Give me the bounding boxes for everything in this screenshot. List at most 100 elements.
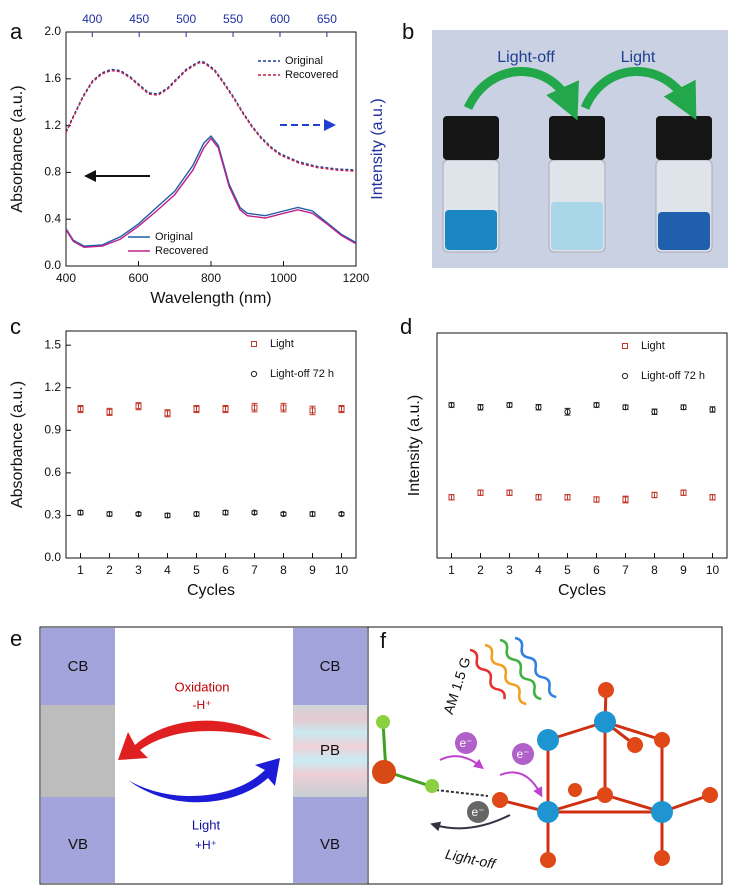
cap bbox=[656, 116, 712, 160]
marker bbox=[477, 404, 484, 411]
y-tick-label: 0.9 bbox=[44, 422, 61, 436]
legend-swatch bbox=[621, 372, 629, 380]
x-tick-label: 4 bbox=[164, 563, 171, 577]
chart: d 1 2 3 4 5 6 7 8 9 10 Cycles Intensity (a.u.) Light L… bbox=[400, 314, 728, 599]
marker bbox=[309, 510, 316, 518]
marker bbox=[709, 494, 716, 501]
marker bbox=[77, 509, 84, 516]
x-tick-label: 10 bbox=[335, 563, 349, 577]
y-tick-label: 1.5 bbox=[44, 337, 61, 351]
panel-label: f bbox=[380, 628, 387, 653]
band-label: VB bbox=[320, 836, 340, 853]
panel-label: d bbox=[400, 314, 412, 339]
chart: a 400 600 800 1000 1200 0.0 0.4 0.8 1.2 1.6 2.0 Wave… bbox=[9, 12, 386, 307]
legend-label: Light bbox=[641, 340, 665, 352]
x2-tick-label: 550 bbox=[223, 12, 243, 26]
x-tick-label: 8 bbox=[280, 563, 287, 577]
plot-frame bbox=[65, 330, 357, 559]
reaction-label: -H⁺ bbox=[193, 698, 212, 712]
marker bbox=[535, 494, 542, 501]
wave bbox=[514, 636, 557, 699]
y-tick-label: 1.2 bbox=[44, 380, 61, 394]
marker bbox=[338, 510, 345, 518]
marker bbox=[338, 406, 345, 413]
x-tick-label: 1 bbox=[448, 563, 455, 577]
marker bbox=[709, 406, 716, 413]
marker bbox=[564, 408, 571, 415]
marker bbox=[680, 489, 687, 496]
panel-label: a bbox=[10, 19, 23, 44]
arrow bbox=[580, 67, 697, 120]
y-tick-label: 0.0 bbox=[44, 258, 61, 272]
y-axis-label: Absorbance (a.u.) bbox=[9, 85, 26, 212]
band-label: CB bbox=[68, 658, 89, 675]
band bbox=[41, 628, 115, 705]
wave bbox=[484, 643, 527, 706]
legend-label: Light bbox=[270, 338, 294, 350]
x-tick-label: 2 bbox=[477, 563, 484, 577]
electron-arrow bbox=[499, 771, 543, 798]
y-axis-label: Intensity (a.u.) bbox=[406, 395, 423, 496]
x-tick-label: 1200 bbox=[343, 271, 370, 285]
electron bbox=[512, 743, 534, 765]
panel-label: c bbox=[10, 314, 21, 339]
electron-arrow bbox=[430, 814, 511, 832]
x-tick-label: 3 bbox=[506, 563, 513, 577]
x-tick-label: 8 bbox=[651, 563, 658, 577]
x2-tick-label: 500 bbox=[176, 12, 196, 26]
x-tick-label: 400 bbox=[56, 271, 76, 285]
legend-label: Recovered bbox=[285, 69, 338, 81]
arrow-label: Light bbox=[621, 49, 656, 66]
marker bbox=[448, 494, 455, 501]
marker bbox=[135, 403, 142, 410]
legend-label: Original bbox=[155, 231, 193, 243]
electron-label: e⁻ bbox=[459, 736, 472, 750]
liquid bbox=[551, 202, 603, 250]
legend-swatch bbox=[251, 341, 257, 347]
oxidation-arrow bbox=[118, 720, 272, 760]
reaction-label: +H⁺ bbox=[195, 838, 217, 852]
marker bbox=[135, 510, 142, 518]
marker bbox=[251, 404, 258, 411]
marker bbox=[193, 510, 200, 518]
x-tick-label: 600 bbox=[128, 271, 148, 285]
legend-swatch bbox=[622, 343, 628, 349]
x-tick-label: 7 bbox=[251, 563, 258, 577]
x-tick-label: 1 bbox=[77, 563, 84, 577]
x-tick-label: 5 bbox=[564, 563, 571, 577]
band-label: CB bbox=[320, 658, 341, 675]
marker bbox=[280, 510, 287, 518]
x2-tick-label: 450 bbox=[129, 12, 149, 26]
panel-e: e CB VB CB PB VB Oxidation -H⁺ Light +H⁺ bbox=[10, 626, 369, 885]
marker bbox=[593, 401, 600, 409]
y-tick-label: 2.0 bbox=[44, 24, 61, 38]
marker bbox=[680, 404, 687, 411]
legend-label: Recovered bbox=[155, 245, 208, 257]
x-axis-label: Wavelength (nm) bbox=[150, 290, 271, 307]
y-tick-label: 0.8 bbox=[44, 165, 61, 179]
panel-label: e bbox=[10, 626, 22, 651]
marker bbox=[593, 496, 600, 503]
x-tick-label: 7 bbox=[622, 563, 629, 577]
band bbox=[293, 705, 367, 797]
marker bbox=[651, 408, 658, 415]
liquid bbox=[658, 212, 710, 250]
marker bbox=[280, 404, 287, 411]
marker bbox=[535, 404, 542, 411]
marker bbox=[106, 510, 113, 518]
liquid bbox=[445, 210, 497, 250]
y-tick-label: 1.6 bbox=[44, 71, 61, 85]
marker bbox=[106, 408, 113, 415]
band bbox=[293, 797, 367, 883]
electron-label: e⁻ bbox=[471, 805, 484, 819]
charts: a 400 600 800 1000 1200 0.0 0.4 0.8 1.2 1.6 2.0 Wave… bbox=[9, 12, 728, 599]
marker bbox=[164, 410, 171, 417]
broken-bond bbox=[435, 789, 489, 797]
light-arrow bbox=[128, 758, 280, 803]
x-axis-label: Cycles bbox=[558, 582, 606, 599]
wave bbox=[499, 638, 542, 701]
y2-axis-label: Intensity (a.u.) bbox=[369, 98, 386, 199]
x-tick-label: 9 bbox=[309, 563, 316, 577]
y-tick-label: 0.6 bbox=[44, 465, 61, 479]
